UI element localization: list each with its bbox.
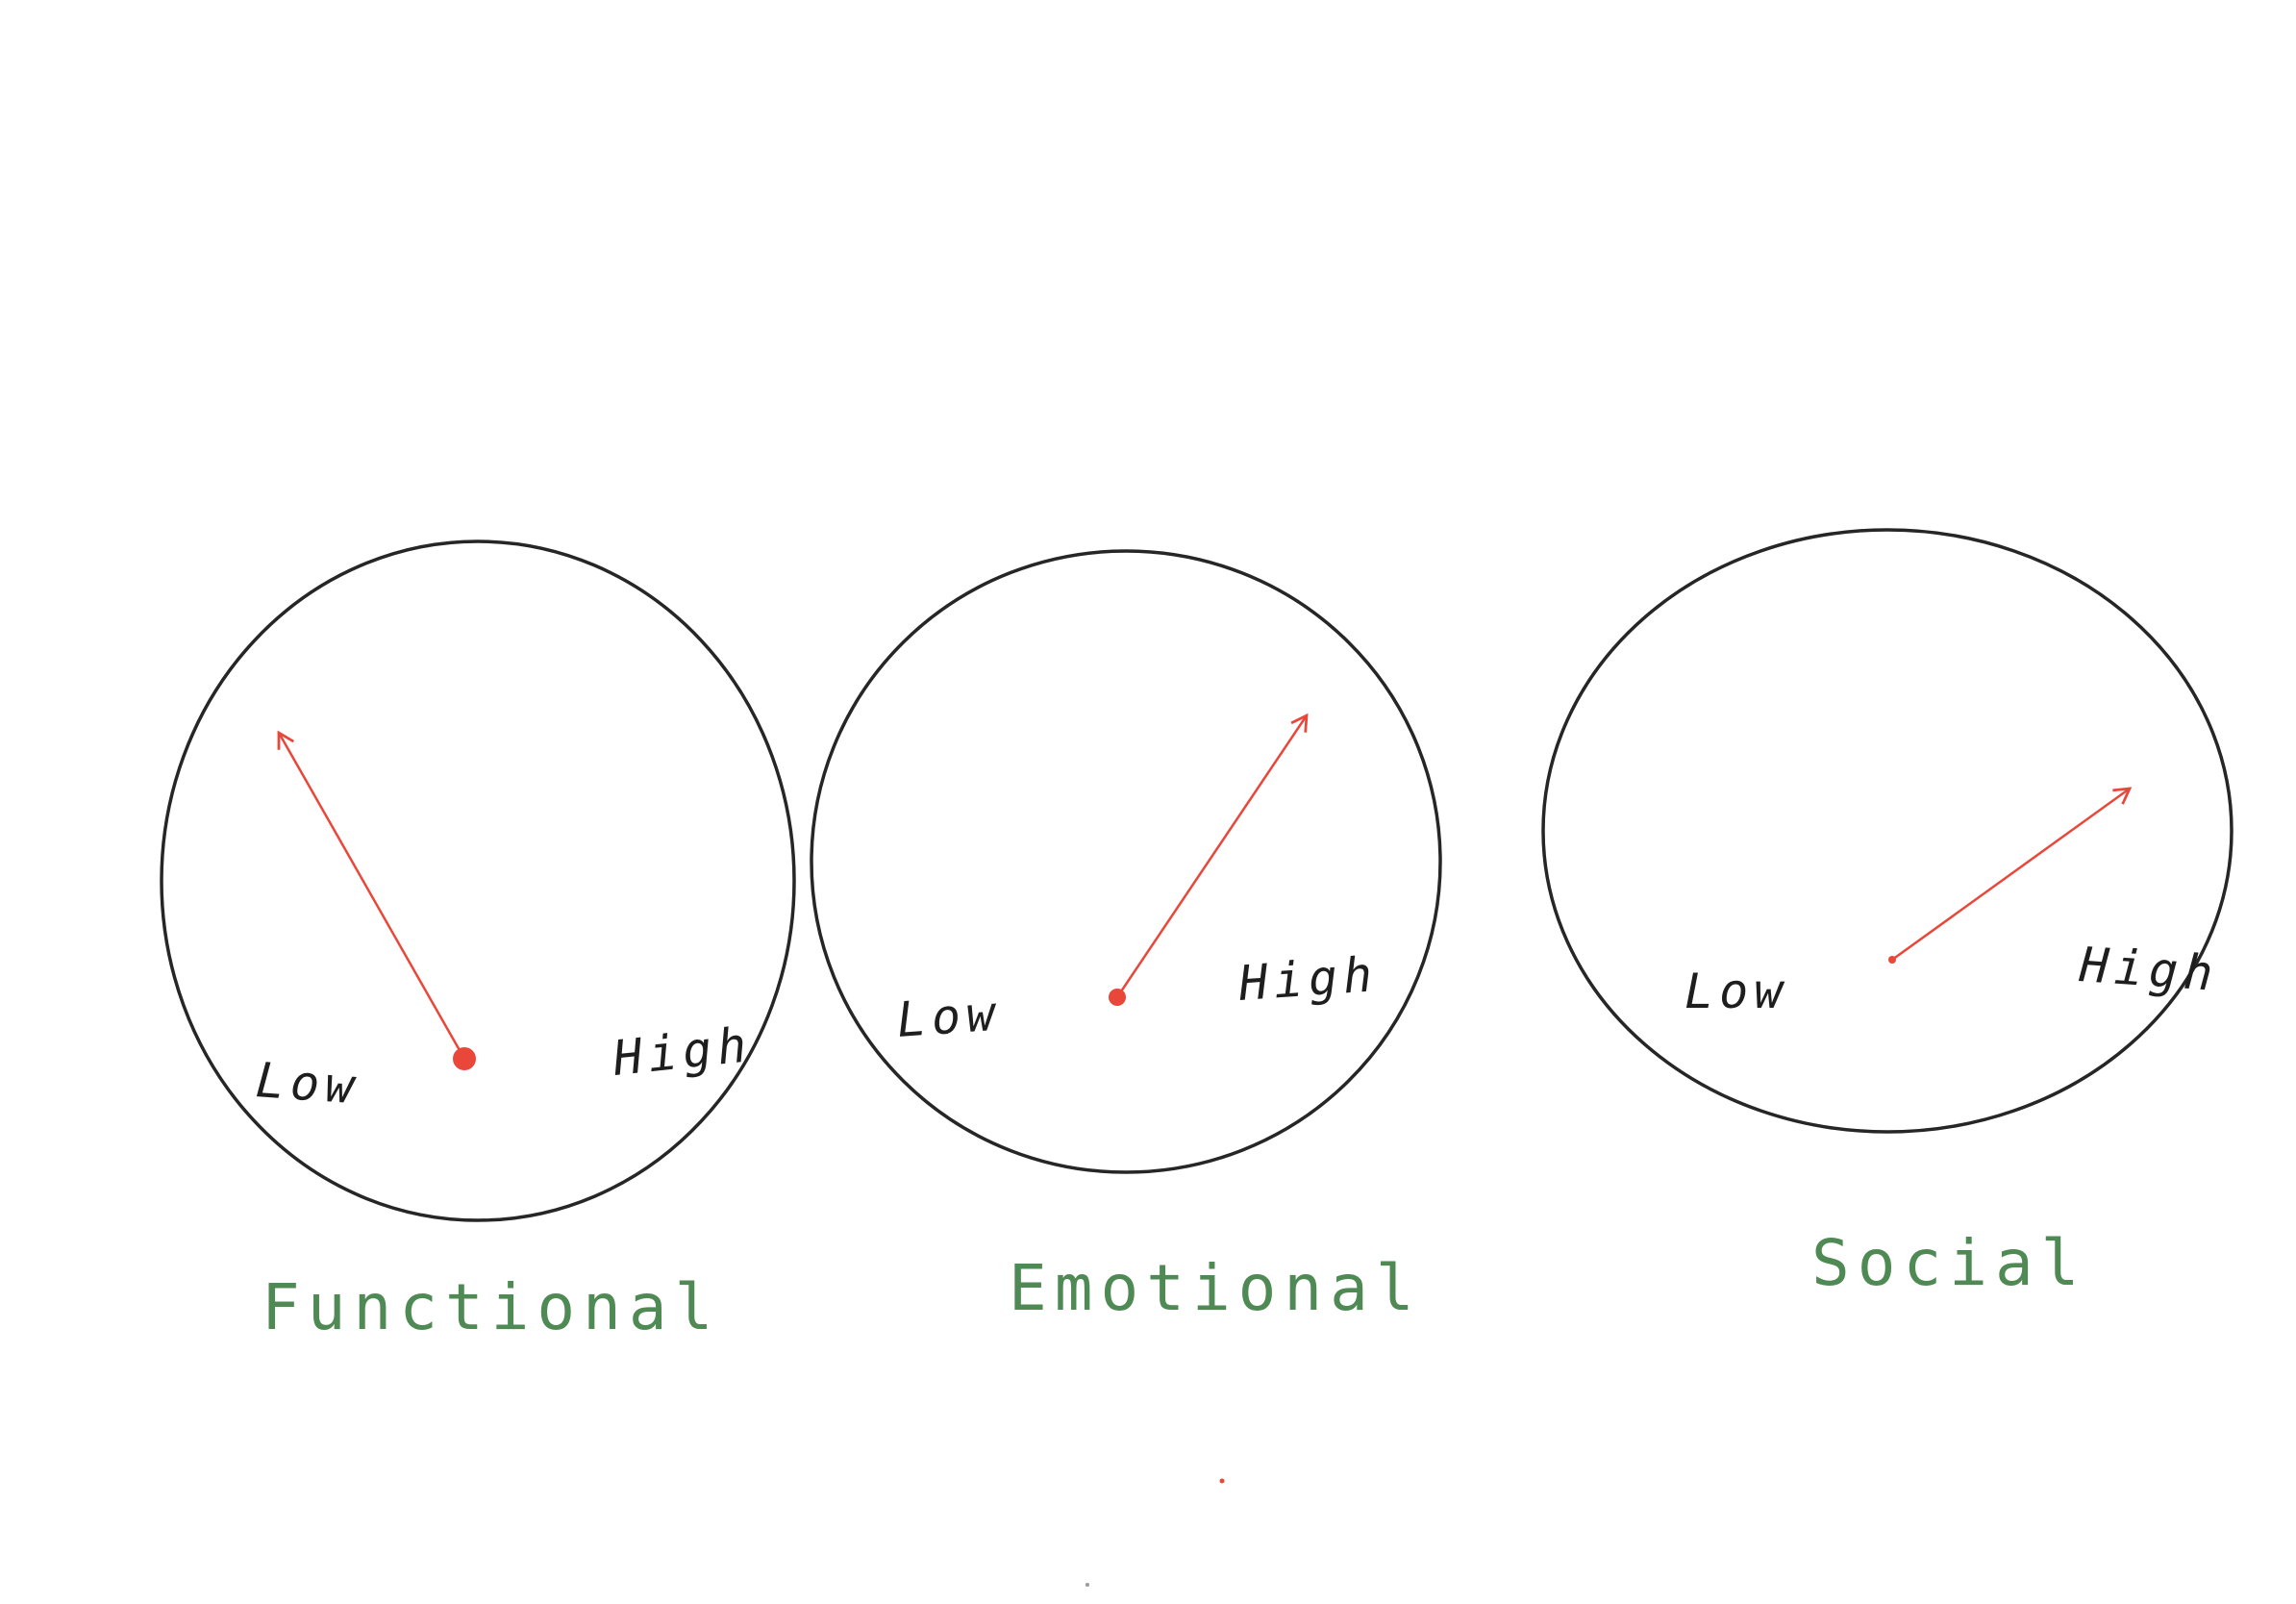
pivot-dot [453, 1047, 476, 1070]
high-label: High [610, 1016, 755, 1087]
high-label: High [1236, 946, 1380, 1012]
dial-social: Low High Social [1541, 528, 2234, 1300]
dial-functional: Low High Functional [160, 539, 796, 1344]
arrow-indicator [277, 730, 466, 1061]
dial-outline [1541, 528, 2234, 1134]
pivot-dot [1109, 989, 1126, 1006]
stray-red-mark [1219, 1478, 1225, 1484]
low-label: Low [895, 986, 1003, 1048]
caption-functional: Functional [262, 1270, 720, 1344]
high-label: High [2077, 937, 2220, 1002]
stray-gray-mark [1086, 1583, 1089, 1587]
low-label: Low [1685, 964, 1788, 1019]
arrow-indicator [1115, 713, 1309, 999]
caption-emotional: Emotional [1009, 1251, 1422, 1325]
low-label: Low [254, 1052, 362, 1115]
pivot-dot [1888, 956, 1896, 964]
dial-outline [160, 539, 796, 1222]
caption-social: Social [1811, 1226, 2086, 1300]
dial-outline [810, 549, 1442, 1174]
arrow-indicator [1890, 787, 2133, 962]
dial-emotional: Low High Emotional [810, 549, 1442, 1325]
